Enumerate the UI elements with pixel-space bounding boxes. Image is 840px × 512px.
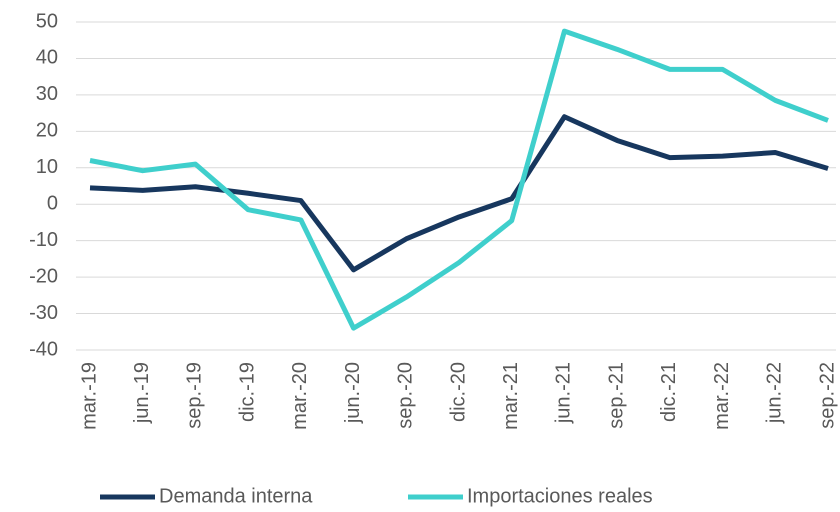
x-tick-label: sep.-21 <box>605 362 627 429</box>
x-tick-label: jun.-19 <box>131 362 153 424</box>
x-tick-label: mar.-22 <box>711 362 733 430</box>
data-line <box>89 114 829 273</box>
x-tick-label: mar.-21 <box>500 362 522 430</box>
y-tick-label: 20 <box>36 120 58 142</box>
y-tick-label: -10 <box>29 229 58 251</box>
y-tick-label: 10 <box>36 156 58 178</box>
x-tick-label: jun.-20 <box>342 362 364 424</box>
x-tick-label: sep.-22 <box>816 362 838 429</box>
x-tick-label: sep.-20 <box>395 362 417 429</box>
x-tick-label: dic.-20 <box>447 362 469 422</box>
legend-label: Importaciones reales <box>467 485 653 507</box>
x-tick-label: mar.-19 <box>78 362 100 430</box>
y-tick-label: 40 <box>36 47 58 69</box>
x-tick-label: dic.-19 <box>236 362 258 422</box>
y-tick-label: 50 <box>36 10 58 32</box>
y-tick-label: -40 <box>29 338 58 360</box>
y-tick-label: -20 <box>29 265 58 287</box>
legend-label: Demanda interna <box>159 485 313 507</box>
y-tick-label: -30 <box>29 302 58 324</box>
x-tick-label: dic.-21 <box>658 362 680 422</box>
x-tick-label: jun.-21 <box>553 362 575 424</box>
y-tick-label: 30 <box>36 83 58 105</box>
x-tick-label: mar.-20 <box>289 362 311 430</box>
x-tick-label: jun.-22 <box>764 362 786 424</box>
data-line <box>89 28 829 331</box>
x-tick-label: sep.-19 <box>184 362 206 429</box>
y-tick-label: 0 <box>47 193 58 215</box>
